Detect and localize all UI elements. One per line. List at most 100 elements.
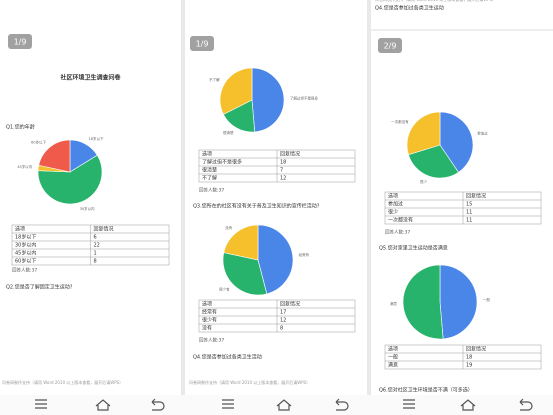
menu-button[interactable] — [222, 399, 234, 409]
pie-slice — [251, 67, 285, 133]
pie-slice — [406, 111, 441, 156]
table-header: 回复情况 — [466, 346, 486, 353]
question: Q1.您的年龄 — [6, 124, 35, 131]
pie-slice — [38, 139, 71, 173]
table-header: 选项 — [388, 346, 398, 353]
doc-title: 社区环境卫生调查问卷 — [59, 74, 121, 82]
page-badge — [8, 34, 32, 49]
pie-slice — [223, 99, 256, 133]
pie-label: 30岁以内 — [80, 206, 95, 211]
table-header: 回复情况 — [466, 193, 486, 200]
table-cell: 1 — [94, 251, 97, 257]
pie-slice — [219, 67, 253, 115]
table-cell: 满意 — [388, 362, 398, 369]
page-badge-text: 1/9 — [14, 38, 27, 47]
pie-label: 经常有 — [299, 252, 310, 257]
table-cell: 8 — [94, 259, 97, 265]
pie-label: 很清楚 — [223, 130, 234, 135]
nav-bar — [0, 395, 553, 415]
page-badge-text: 1/9 — [196, 40, 209, 49]
back-button[interactable] — [151, 398, 165, 411]
pie-label: 不了解 — [209, 77, 220, 82]
pie-label: 一般 — [483, 297, 491, 302]
respondents: 回答人数:37 — [12, 267, 37, 274]
respondents: 回答人数:37 — [385, 229, 410, 236]
pie-label: 60岁以下 — [31, 139, 46, 144]
menu-button[interactable] — [35, 399, 47, 409]
back-button[interactable] — [519, 398, 533, 411]
question: Q3.您所在的社区有没有关于普及卫生知识的宣传栏活动? — [193, 203, 320, 210]
table-cell: 12 — [280, 318, 286, 324]
table-cell: 7 — [280, 168, 283, 174]
pie-slice — [439, 264, 478, 340]
pie-label: 满意 — [390, 301, 398, 306]
pie-label: 很少有 — [219, 287, 230, 292]
back-button[interactable] — [335, 398, 349, 411]
table-header: 回复情况 — [94, 226, 114, 233]
page-badge-text: 2/9 — [384, 42, 397, 51]
table-header: 选项 — [202, 301, 212, 308]
table-cell: 一次都没有 — [388, 217, 413, 224]
table-cell: 22 — [94, 243, 100, 249]
table-cell: 11 — [466, 210, 472, 216]
page-footer: 问卷网制作支持（请用 Word 2010 以上版本查看，展开后请WPS） — [2, 379, 123, 385]
table-cell: 17 — [280, 310, 286, 316]
table-header: 选项 — [202, 151, 212, 158]
menu-button[interactable] — [403, 399, 415, 409]
table-cell: 19 — [466, 363, 472, 369]
question: Q2.您是否了解固定卫生运动? — [6, 284, 73, 291]
table-cell: 60岁以下 — [15, 258, 36, 265]
table-cell: 8 — [280, 326, 283, 332]
pie-label: 没有 — [225, 225, 232, 230]
pie-slice — [222, 252, 268, 296]
table-cell: 6 — [94, 235, 97, 241]
table-cell: 12 — [280, 176, 286, 182]
question: Q6.您对社区卫生环境是否不满（可多选） — [379, 387, 473, 394]
page-footer: 问卷网制作支持（请用 Word 2010 以上版本查看，展开后请WPS） — [189, 379, 310, 385]
table-cell: 很少有 — [202, 317, 217, 324]
table-header: 选项 — [388, 193, 398, 200]
table-cell: 18 — [466, 355, 472, 361]
pie-label: 了解过但不是很多 — [290, 95, 318, 100]
table-cell: 11 — [466, 218, 472, 224]
table-cell: 很少 — [388, 209, 398, 216]
pie-slice — [37, 154, 103, 205]
home-button[interactable] — [276, 399, 292, 411]
pie-label: 18岁以下 — [89, 136, 104, 141]
table-header: 回复情况 — [280, 151, 300, 158]
pie-slice — [257, 224, 294, 295]
respondents: 回答人数:37 — [199, 337, 224, 344]
table-cell: 18 — [280, 160, 286, 166]
pie-label: 45岁以内 — [17, 164, 32, 169]
table-cell: 不了解 — [202, 175, 217, 182]
page-badge — [378, 38, 402, 53]
home-button[interactable] — [460, 399, 476, 411]
page-footer: 问卷网制作支持（请用 Word 2010 以上版本查看，展开后请WPS） — [375, 0, 496, 2]
page-heading: Q4.您是否参加过各类卫生运动 — [375, 5, 444, 12]
page-badge — [190, 36, 214, 51]
table-cell: 经常有 — [202, 309, 217, 316]
table-cell: 一般 — [388, 354, 398, 361]
pie-label: 参加过 — [477, 131, 488, 136]
table-cell: 了解过但不是很多 — [202, 159, 242, 166]
pie-slice — [402, 264, 444, 340]
question: Q4.您是否参加过各类卫生活动 — [193, 354, 262, 361]
table-header: 选项 — [15, 226, 25, 233]
home-button[interactable] — [95, 399, 111, 411]
page-panel — [185, 0, 367, 395]
pie-slice — [439, 111, 474, 173]
pie-slice — [223, 224, 259, 261]
table-cell: 18岁以下 — [15, 234, 36, 241]
pie-label: 很少 — [420, 179, 427, 184]
pie-slice — [408, 144, 459, 179]
table-header: 回复情况 — [280, 301, 300, 308]
page-panel — [0, 0, 181, 395]
table-cell: 45岁以内 — [15, 250, 36, 257]
table-cell: 15 — [466, 202, 472, 208]
pie-label: 一次都没有 — [391, 119, 409, 124]
table-cell: 参加过 — [388, 201, 403, 208]
nav-icons — [35, 398, 533, 411]
question: Q5.您对家里卫生运动是否满意 — [379, 245, 448, 252]
table-cell: 很清楚 — [202, 167, 217, 174]
